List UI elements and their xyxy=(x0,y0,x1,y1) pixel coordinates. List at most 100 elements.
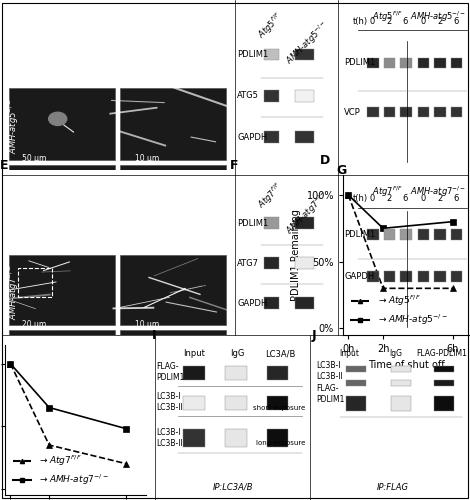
Text: $AMH$-$atg7^{-/-}$: $AMH$-$atg7^{-/-}$ xyxy=(282,188,332,238)
Text: GAPDH: GAPDH xyxy=(345,272,375,280)
Bar xyxy=(367,270,379,281)
X-axis label: Time of shut off: Time of shut off xyxy=(368,360,445,370)
Text: $AMH$-$atg7^{-/-}$: $AMH$-$atg7^{-/-}$ xyxy=(7,264,21,320)
Legend: $\rightarrow$$Atg7^{F/F}$, $\rightarrow$$AMH$-$atg7^{-/-}$: $\rightarrow$$Atg7^{F/F}$, $\rightarrow$… xyxy=(9,450,112,490)
Bar xyxy=(400,270,412,281)
Bar xyxy=(9,255,115,326)
Text: FLAG-PDLIM1: FLAG-PDLIM1 xyxy=(416,350,468,358)
Text: short exposure: short exposure xyxy=(253,405,306,411)
Y-axis label: PDLIM1 Remaining: PDLIM1 Remaining xyxy=(291,209,301,301)
Bar xyxy=(400,229,412,239)
Bar xyxy=(434,229,446,239)
Text: $Atg7^{F/F}$: $Atg7^{F/F}$ xyxy=(372,184,403,199)
Bar xyxy=(367,108,379,117)
Text: 10 μm: 10 μm xyxy=(135,320,159,328)
Text: Input: Input xyxy=(339,350,359,358)
Bar xyxy=(295,218,313,228)
Bar xyxy=(434,366,454,372)
Text: $AMH$-$atg5^{-/-}$: $AMH$-$atg5^{-/-}$ xyxy=(7,98,21,154)
Bar xyxy=(451,270,462,281)
Text: $AMH$-$atg5^{-/-}$: $AMH$-$atg5^{-/-}$ xyxy=(410,10,466,24)
Bar xyxy=(295,90,313,102)
Text: LC3B-I
LC3B-II: LC3B-I LC3B-II xyxy=(157,428,183,448)
Text: LC3B-I
LC3B-II: LC3B-I LC3B-II xyxy=(157,392,183,411)
Bar xyxy=(384,108,395,117)
Bar xyxy=(434,380,454,386)
Text: 2: 2 xyxy=(386,194,392,203)
Text: Input: Input xyxy=(183,350,205,358)
Bar xyxy=(295,48,313,60)
Text: 6: 6 xyxy=(454,194,459,203)
Bar xyxy=(451,58,462,68)
Bar xyxy=(264,131,280,143)
Bar xyxy=(225,429,247,447)
Text: 2: 2 xyxy=(437,194,442,203)
Bar xyxy=(183,396,205,409)
Bar xyxy=(18,268,52,296)
Text: D: D xyxy=(320,154,330,167)
Bar xyxy=(434,270,446,281)
Text: 10 μm: 10 μm xyxy=(135,154,159,164)
Bar xyxy=(346,380,366,386)
Text: PDLIM1: PDLIM1 xyxy=(133,180,170,190)
Text: $Atg5^{F/F}$: $Atg5^{F/F}$ xyxy=(7,31,21,62)
Text: GAPDH: GAPDH xyxy=(237,298,267,308)
Bar xyxy=(384,229,395,239)
Text: IgG: IgG xyxy=(389,350,402,358)
Text: 2: 2 xyxy=(386,17,392,26)
Bar xyxy=(264,48,280,60)
Bar xyxy=(264,298,280,308)
Bar xyxy=(183,429,205,447)
Text: $Atg7^{F/F}$: $Atg7^{F/F}$ xyxy=(255,180,287,212)
Text: F: F xyxy=(230,159,238,172)
Bar xyxy=(120,165,226,238)
Text: t(h): t(h) xyxy=(353,17,368,26)
Text: GAPDH: GAPDH xyxy=(237,132,267,141)
Bar xyxy=(120,88,226,160)
Text: 50 μm: 50 μm xyxy=(22,154,46,164)
Bar xyxy=(295,258,313,268)
Bar xyxy=(120,330,226,400)
Bar xyxy=(225,396,247,409)
Bar xyxy=(418,108,430,117)
Text: J: J xyxy=(312,329,316,342)
Text: 20 μm: 20 μm xyxy=(22,320,46,328)
Bar xyxy=(9,165,115,238)
Text: PDLIM1: PDLIM1 xyxy=(345,230,376,239)
Text: E: E xyxy=(0,159,8,172)
Text: 6: 6 xyxy=(454,17,459,26)
Bar xyxy=(120,255,226,326)
Bar xyxy=(434,396,454,411)
Text: 0: 0 xyxy=(421,194,426,203)
Bar xyxy=(267,429,289,447)
Bar xyxy=(418,58,430,68)
Bar xyxy=(9,88,115,160)
Bar xyxy=(9,330,115,400)
Bar xyxy=(391,380,411,386)
Bar xyxy=(267,396,289,409)
Bar xyxy=(346,366,366,372)
Bar xyxy=(295,298,313,308)
Bar xyxy=(346,396,366,411)
Text: I: I xyxy=(152,329,157,342)
Bar xyxy=(384,58,395,68)
Text: $Atg7^{F/F}$: $Atg7^{F/F}$ xyxy=(7,200,21,230)
Text: PDLIM1: PDLIM1 xyxy=(237,50,268,59)
Text: 6: 6 xyxy=(403,17,408,26)
Text: ATG7: ATG7 xyxy=(237,258,259,268)
Bar xyxy=(367,58,379,68)
Text: PDLIM1: PDLIM1 xyxy=(133,8,170,18)
Bar xyxy=(267,366,289,380)
Bar xyxy=(434,108,446,117)
Text: LC3B-I
LC3B-II
FLAG-
PDLIM1: LC3B-I LC3B-II FLAG- PDLIM1 xyxy=(316,362,345,404)
Bar xyxy=(367,229,379,239)
Text: IP:LC3A/B: IP:LC3A/B xyxy=(212,483,253,492)
Text: IP:FLAG: IP:FLAG xyxy=(376,483,408,492)
Bar xyxy=(418,270,430,281)
Text: $AMH$-$atg7^{-/-}$: $AMH$-$atg7^{-/-}$ xyxy=(410,184,466,199)
Text: $Atg5^{F/F}$: $Atg5^{F/F}$ xyxy=(255,10,287,42)
Circle shape xyxy=(49,112,67,126)
Bar xyxy=(264,258,280,268)
Bar xyxy=(225,366,247,380)
Bar xyxy=(451,108,462,117)
